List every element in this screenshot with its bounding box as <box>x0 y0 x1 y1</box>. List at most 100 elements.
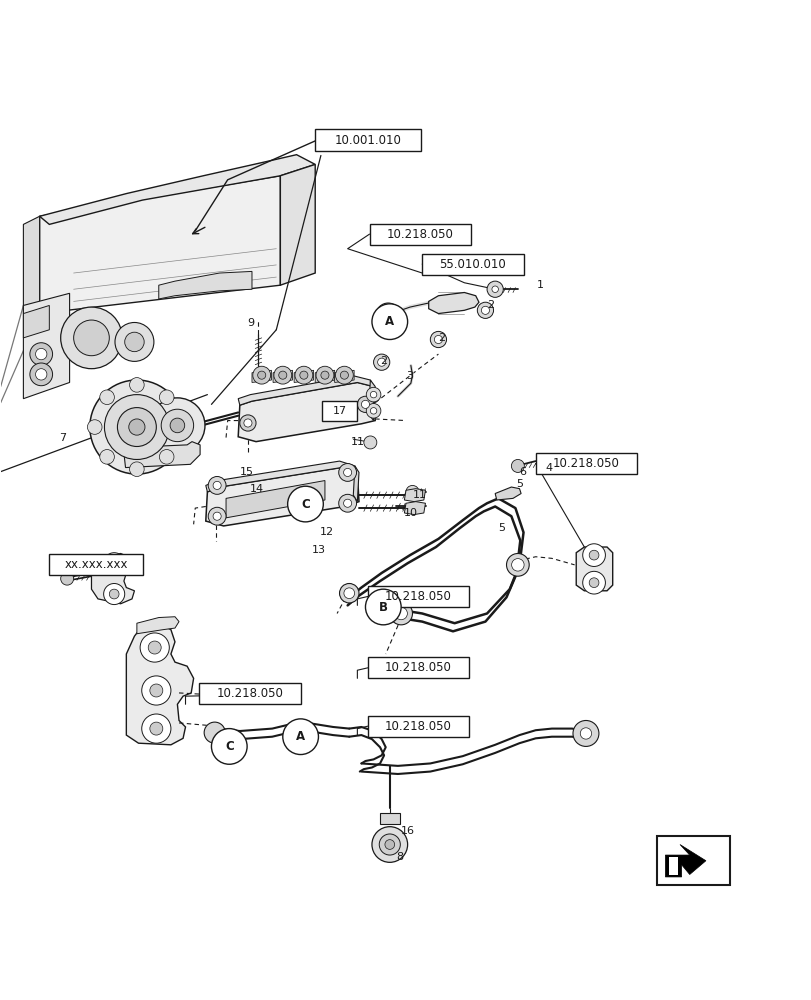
Circle shape <box>339 583 358 603</box>
Text: 11: 11 <box>350 437 364 447</box>
FancyBboxPatch shape <box>321 401 357 421</box>
FancyBboxPatch shape <box>656 836 729 885</box>
Polygon shape <box>294 370 313 382</box>
Circle shape <box>375 303 400 327</box>
Circle shape <box>340 371 348 379</box>
Circle shape <box>90 380 183 474</box>
Circle shape <box>582 544 605 566</box>
Polygon shape <box>205 468 358 526</box>
Circle shape <box>366 404 380 418</box>
Circle shape <box>491 286 498 292</box>
Circle shape <box>88 420 102 434</box>
Circle shape <box>208 507 225 525</box>
FancyBboxPatch shape <box>369 224 470 245</box>
Circle shape <box>115 322 154 361</box>
Polygon shape <box>251 370 271 382</box>
Polygon shape <box>428 292 478 314</box>
Circle shape <box>208 476 225 494</box>
Circle shape <box>580 728 591 739</box>
Circle shape <box>204 722 225 743</box>
Circle shape <box>320 371 328 379</box>
Circle shape <box>506 554 529 576</box>
Circle shape <box>477 302 493 318</box>
Circle shape <box>481 306 489 314</box>
Circle shape <box>487 281 503 297</box>
Circle shape <box>118 408 157 446</box>
Text: C: C <box>225 740 234 753</box>
Circle shape <box>382 310 393 321</box>
Circle shape <box>243 419 251 427</box>
Text: A: A <box>296 730 305 743</box>
Circle shape <box>434 335 442 344</box>
FancyBboxPatch shape <box>315 129 420 151</box>
Text: C: C <box>301 498 310 511</box>
Polygon shape <box>668 857 676 875</box>
Circle shape <box>36 348 47 360</box>
Circle shape <box>109 589 119 599</box>
Circle shape <box>161 409 193 442</box>
Circle shape <box>125 332 144 352</box>
Text: 4: 4 <box>545 463 551 473</box>
Circle shape <box>74 320 109 356</box>
Circle shape <box>384 840 394 849</box>
Circle shape <box>252 366 270 384</box>
Circle shape <box>159 450 174 464</box>
FancyBboxPatch shape <box>199 683 300 704</box>
Circle shape <box>370 408 376 414</box>
FancyBboxPatch shape <box>367 586 469 607</box>
Circle shape <box>150 398 204 453</box>
Circle shape <box>511 459 524 472</box>
Text: 8: 8 <box>396 852 403 862</box>
Polygon shape <box>159 271 251 299</box>
Text: 16: 16 <box>401 826 414 836</box>
Circle shape <box>105 395 169 459</box>
Text: 2: 2 <box>380 356 387 366</box>
Circle shape <box>370 391 376 398</box>
Polygon shape <box>205 461 357 492</box>
Polygon shape <box>40 176 280 314</box>
Circle shape <box>363 436 376 449</box>
FancyBboxPatch shape <box>367 716 469 737</box>
Text: 12: 12 <box>320 527 334 537</box>
Polygon shape <box>238 376 373 405</box>
Circle shape <box>212 481 221 489</box>
FancyBboxPatch shape <box>367 657 469 678</box>
Text: 10.218.050: 10.218.050 <box>384 661 452 674</box>
Circle shape <box>335 366 353 384</box>
Text: 9: 9 <box>247 318 254 328</box>
Polygon shape <box>576 547 612 591</box>
Circle shape <box>104 583 125 605</box>
Text: 11: 11 <box>412 490 426 500</box>
Text: 5: 5 <box>516 479 522 489</box>
Text: B: B <box>379 601 388 614</box>
Circle shape <box>511 559 523 571</box>
Circle shape <box>338 494 356 512</box>
Polygon shape <box>40 155 315 224</box>
Circle shape <box>104 553 125 574</box>
Circle shape <box>159 390 174 405</box>
Circle shape <box>294 366 312 384</box>
Text: 1: 1 <box>537 280 543 290</box>
Circle shape <box>100 450 114 464</box>
FancyBboxPatch shape <box>380 813 399 824</box>
Circle shape <box>344 588 354 599</box>
Circle shape <box>361 400 369 408</box>
Polygon shape <box>315 370 334 382</box>
Circle shape <box>365 589 401 625</box>
Polygon shape <box>334 370 354 382</box>
Text: 6: 6 <box>519 467 526 477</box>
Text: 7: 7 <box>59 433 67 443</box>
Text: 14: 14 <box>249 484 264 494</box>
Circle shape <box>582 571 605 594</box>
Circle shape <box>61 572 74 585</box>
Circle shape <box>299 371 307 379</box>
Circle shape <box>315 366 333 384</box>
Text: 10.218.050: 10.218.050 <box>552 457 619 470</box>
Circle shape <box>430 331 446 348</box>
Polygon shape <box>664 845 705 877</box>
Circle shape <box>379 834 400 855</box>
Circle shape <box>589 550 599 560</box>
Circle shape <box>287 486 323 522</box>
Text: 10.218.050: 10.218.050 <box>217 687 283 700</box>
Text: 15: 15 <box>239 467 254 477</box>
